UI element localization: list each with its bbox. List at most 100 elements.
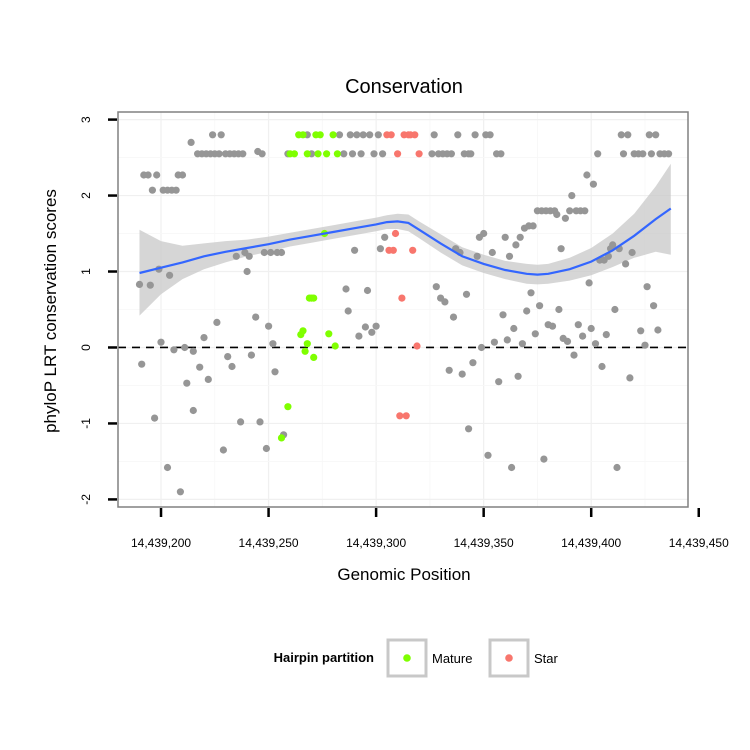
other-point <box>617 131 625 139</box>
mature-point <box>331 342 339 350</box>
x-tick-label: 14,439,250 <box>239 536 299 550</box>
axes: 14,439,200 14,439,250 14,439,300 14,439,350… <box>79 116 729 550</box>
mature-point <box>303 340 311 348</box>
other-point <box>269 340 277 348</box>
other-point <box>602 331 610 339</box>
mature-point <box>323 150 331 158</box>
other-point <box>626 374 634 382</box>
other-point <box>583 171 591 179</box>
other-point <box>381 233 389 241</box>
star-point <box>396 412 404 420</box>
other-point <box>376 245 384 253</box>
other-point <box>172 186 180 194</box>
other-point <box>372 322 380 330</box>
other-point <box>613 463 621 472</box>
other-point <box>555 305 563 314</box>
other-point <box>176 488 184 496</box>
other-point <box>183 379 191 387</box>
other-point <box>581 207 589 215</box>
legend-key-box <box>386 638 428 678</box>
other-point <box>348 150 357 158</box>
other-point <box>260 248 268 257</box>
other-point <box>469 359 477 367</box>
x-tick-label: 14,439,400 <box>561 536 621 550</box>
panel-border <box>117 111 689 508</box>
other-point <box>495 378 503 386</box>
smooth-line <box>139 207 672 276</box>
other-point <box>510 324 518 333</box>
other-point <box>548 322 557 330</box>
other-point <box>462 290 471 298</box>
other-point <box>256 418 264 426</box>
other-point <box>370 150 378 158</box>
other-point <box>445 366 453 374</box>
other-point <box>342 285 350 293</box>
confidence-band <box>139 163 671 316</box>
legend-label: Mature <box>432 651 472 666</box>
other-point <box>645 131 653 139</box>
other-point <box>428 150 436 158</box>
data-points <box>135 131 673 496</box>
y-tick-label: 1 <box>79 268 93 275</box>
other-point <box>355 332 363 340</box>
other-point <box>243 267 251 276</box>
other-point <box>148 186 156 194</box>
other-point <box>196 363 204 371</box>
other-point <box>262 444 270 453</box>
y-tick-label: -1 <box>79 418 93 429</box>
other-point <box>529 222 537 230</box>
other-point <box>665 150 673 158</box>
other-point <box>232 252 240 260</box>
legend-label: Star <box>534 651 559 666</box>
other-point <box>540 455 548 463</box>
other-point <box>340 150 348 158</box>
other-point <box>622 260 630 268</box>
other-point <box>458 370 466 378</box>
mature-point <box>299 131 307 139</box>
other-point <box>490 338 498 346</box>
mature-point <box>284 403 292 411</box>
other-point <box>200 334 208 342</box>
smooth-line-layer <box>139 207 672 276</box>
other-point <box>585 279 593 287</box>
star-point <box>391 229 400 238</box>
other-point <box>153 171 161 179</box>
other-point <box>598 362 606 371</box>
mature-point <box>325 330 333 338</box>
other-point <box>447 150 455 158</box>
other-point <box>570 351 578 359</box>
other-point <box>647 150 656 158</box>
other-point <box>589 180 598 188</box>
other-point <box>561 214 570 222</box>
confidence-band-layer <box>139 163 671 316</box>
other-point <box>477 343 486 352</box>
other-point <box>566 207 574 215</box>
other-point <box>619 150 628 158</box>
other-point <box>488 248 496 257</box>
other-point <box>531 330 539 338</box>
other-point <box>265 322 273 330</box>
other-point <box>379 150 387 158</box>
other-point <box>189 406 197 415</box>
other-point <box>146 281 154 289</box>
x-tick-label: 14,439,200 <box>131 536 191 550</box>
legend-key-star-point <box>505 654 513 662</box>
star-point <box>409 246 417 254</box>
mature-point <box>329 131 337 139</box>
other-point <box>135 280 144 288</box>
other-point <box>144 171 152 179</box>
x-tick-label: 14,439,350 <box>454 536 514 550</box>
other-point <box>237 418 245 426</box>
other-point <box>215 150 223 158</box>
other-point <box>252 313 260 321</box>
mature-point <box>299 327 307 335</box>
other-point <box>374 131 382 139</box>
other-point <box>591 340 600 348</box>
other-point <box>654 326 662 334</box>
other-point <box>353 131 361 139</box>
other-point <box>508 463 516 472</box>
other-point <box>181 343 189 352</box>
star-point <box>415 150 423 158</box>
x-axis-label: Genomic Position <box>337 565 470 584</box>
other-point <box>637 327 645 335</box>
